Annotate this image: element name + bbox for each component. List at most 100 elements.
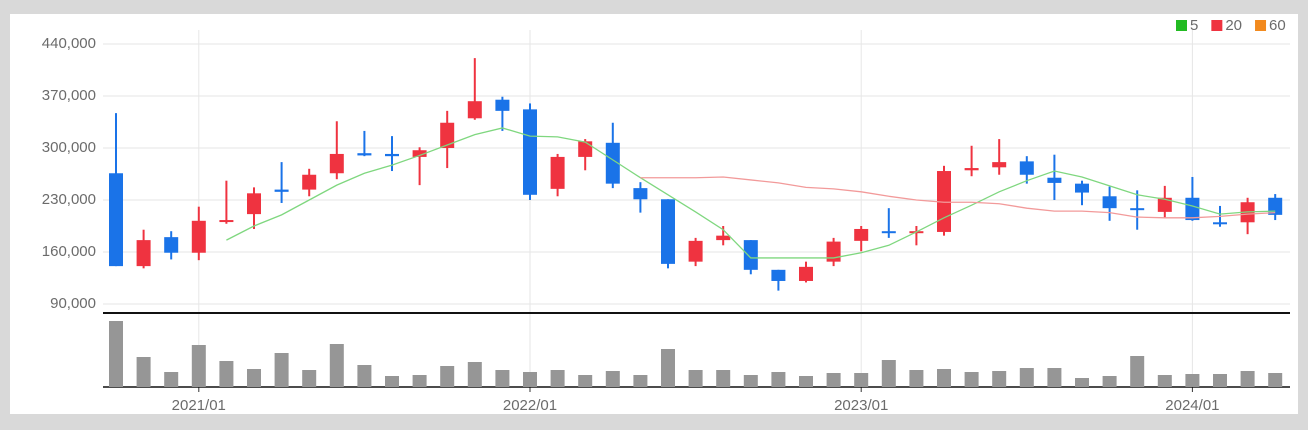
candle-body: [329, 153, 344, 174]
volume-bar: [136, 357, 151, 387]
volume-bar: [578, 375, 593, 387]
candle-body: [1185, 197, 1200, 221]
volume-bar: [1268, 373, 1283, 387]
candle-body: [357, 153, 372, 156]
volume-bar: [1047, 368, 1062, 387]
candle-body: [688, 240, 703, 262]
candle-body: [385, 153, 399, 157]
candle-body: [964, 168, 979, 171]
volume-bar: [1019, 368, 1034, 387]
volume-bar: [1130, 356, 1145, 387]
candle-body: [495, 99, 510, 111]
candle-body: [799, 266, 813, 281]
candle-body: [219, 220, 234, 223]
candle-body: [467, 101, 482, 119]
candle-body: [550, 156, 565, 189]
volume-bar: [302, 370, 317, 387]
candle-body: [523, 109, 537, 195]
volume-bar: [771, 372, 786, 387]
candle-body: [1157, 197, 1172, 212]
candle-body: [1047, 177, 1062, 183]
volume-bar: [743, 375, 758, 387]
volume-bar: [329, 344, 344, 387]
volume-bar: [937, 369, 951, 387]
volume-bar: [1102, 376, 1117, 387]
volume-bar: [854, 373, 869, 387]
candle-body: [1268, 197, 1283, 215]
candle-body: [633, 188, 648, 200]
candle-body: [1130, 208, 1145, 211]
volume-bar: [274, 353, 289, 387]
legend-label: 5: [1190, 17, 1198, 34]
volume-bar: [1213, 374, 1227, 387]
legend-label: 20: [1225, 17, 1242, 34]
volume-bar: [219, 361, 234, 387]
volume-bar: [909, 370, 924, 387]
candle-body: [771, 269, 786, 281]
candle-body: [440, 122, 455, 148]
y-tick-label: 440,000: [42, 35, 96, 52]
volume-bar: [992, 371, 1007, 387]
x-tick-label: 2022/01: [503, 397, 557, 414]
volume-bar: [164, 372, 179, 387]
volume-bar: [550, 370, 565, 387]
volume-bar: [964, 372, 979, 387]
volume-bar: [1240, 371, 1255, 387]
volume-bar: [1185, 374, 1200, 387]
legend-swatch: [1176, 20, 1187, 31]
candle-body: [578, 141, 593, 157]
legend-swatch: [1211, 20, 1223, 31]
volume-bar: [826, 373, 841, 387]
x-tick-label: 2024/01: [1165, 397, 1219, 414]
legend-label: 60: [1269, 17, 1286, 34]
volume-bar: [688, 370, 703, 387]
ma-line: [640, 176, 1276, 219]
legend-swatch: [1255, 20, 1267, 31]
volume-bar: [881, 360, 896, 387]
volume-bar: [716, 370, 731, 387]
x-tick-label: 2023/01: [834, 397, 888, 414]
candle-body: [109, 173, 123, 267]
volume-bar: [412, 375, 427, 387]
y-tick-label: 160,000: [42, 243, 96, 260]
candle-body: [743, 240, 758, 270]
candle-body: [826, 241, 841, 262]
volume-bar: [1157, 375, 1172, 387]
volume-bar: [467, 362, 482, 387]
candle-body: [992, 162, 1007, 168]
volume-bar: [523, 372, 537, 387]
candle-body: [716, 235, 731, 241]
candle-body: [605, 142, 620, 184]
volume-bar: [661, 349, 675, 387]
candle-body: [1075, 183, 1089, 193]
chart-panel: [10, 14, 1298, 414]
volume-bar: [109, 321, 123, 387]
volume-bar: [357, 365, 372, 387]
ma-line: [226, 127, 1276, 259]
volume-bar: [495, 370, 510, 387]
y-tick-label: 300,000: [42, 139, 96, 156]
candle-body: [881, 231, 896, 234]
candle-body: [854, 228, 869, 241]
candle-body: [302, 174, 317, 190]
candle-body: [274, 189, 289, 192]
candle-body: [1213, 222, 1227, 225]
candle-body: [164, 237, 179, 253]
candle-body: [136, 240, 151, 267]
y-tick-label: 230,000: [42, 191, 96, 208]
candle-body: [661, 199, 675, 264]
candle-body: [247, 193, 261, 215]
x-tick-label: 2021/01: [172, 397, 226, 414]
candle-body: [1102, 196, 1117, 209]
volume-bar: [1075, 378, 1089, 387]
candle-body: [191, 220, 206, 253]
volume-bar: [385, 376, 399, 387]
y-tick-label: 370,000: [42, 87, 96, 104]
candle-body: [1019, 161, 1034, 175]
volume-bar: [633, 375, 648, 387]
candle-body: [412, 150, 427, 157]
volume-bar: [247, 369, 261, 387]
volume-bar: [799, 376, 813, 387]
